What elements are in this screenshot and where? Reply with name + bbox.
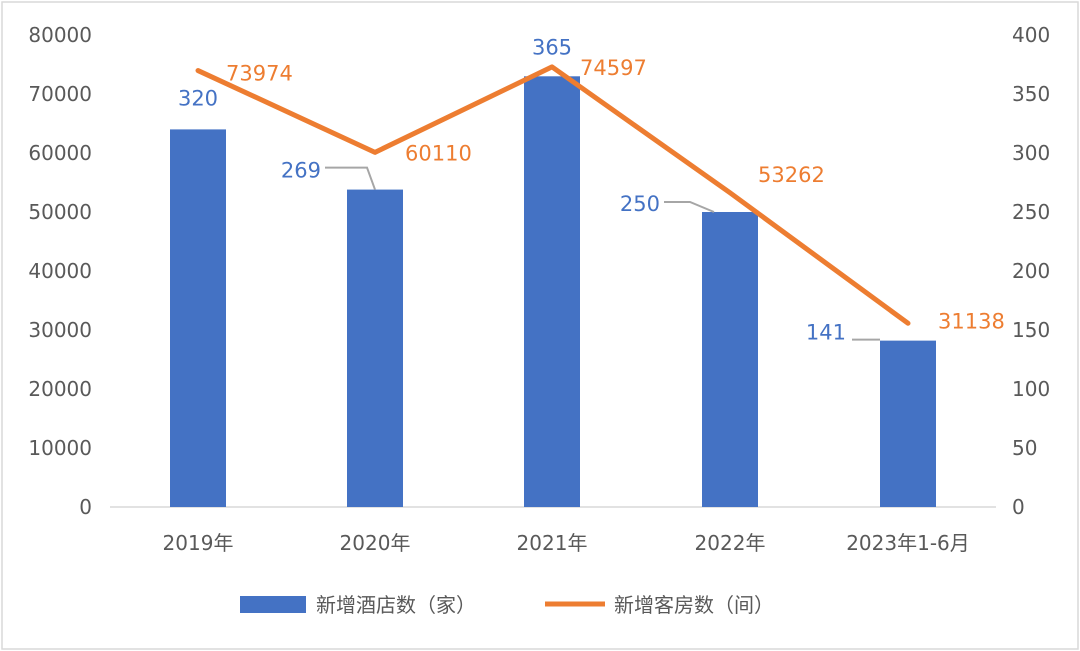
line-series	[195, 64, 911, 326]
bar-data-label-4: 250	[620, 192, 660, 216]
line-point-3	[550, 65, 554, 69]
line-data-label-5: 31138	[938, 309, 1005, 333]
bar-data-label-3: 365	[532, 35, 572, 59]
left-axis-tick-label: 80000	[28, 23, 92, 47]
leader-line-2	[325, 166, 376, 190]
line-point-5	[906, 321, 910, 325]
line-point-4	[728, 191, 732, 195]
category-labels: 2019年 2020年 2021年 2022年 2023年1-6月	[163, 531, 970, 555]
bar-data-label-2: 269	[281, 159, 321, 183]
right-axis-tick-label: 0	[1012, 495, 1025, 519]
bar-5	[880, 340, 936, 507]
bar-data-label-1: 320	[178, 86, 218, 110]
line-point-2	[373, 150, 377, 154]
line-point-1	[196, 69, 200, 73]
legend-bar-swatch	[240, 596, 306, 613]
x-category-label: 2021年	[517, 531, 588, 555]
legend-bar-label: 新增酒店数（家）	[316, 593, 476, 617]
right-axis-tick-label: 100	[1012, 377, 1050, 401]
left-axis-tick-label: 20000	[28, 377, 92, 401]
bar-4	[702, 212, 758, 507]
legend: 新增酒店数（家） 新增客房数（间）	[240, 593, 774, 617]
right-axis-tick-label: 150	[1012, 318, 1050, 342]
x-category-label: 2019年	[163, 531, 234, 555]
bar-data-labels: 320 269 365 250 141	[178, 35, 846, 344]
right-axis-ticks: 0 50 100 150 200 250 300 350 400	[1012, 23, 1050, 519]
line-data-label-1: 73974	[226, 62, 293, 86]
bar-data-label-5: 141	[806, 321, 846, 345]
line-data-labels: 73974 60110 74597 53262 31138	[226, 56, 1005, 333]
line-data-label-4: 53262	[758, 163, 825, 187]
right-axis-tick-label: 400	[1012, 23, 1050, 47]
left-axis-tick-label: 0	[79, 495, 92, 519]
left-axis-tick-label: 30000	[28, 318, 92, 342]
left-axis-tick-label: 70000	[28, 82, 92, 106]
left-axis-tick-label: 10000	[28, 436, 92, 460]
left-axis-tick-label: 50000	[28, 200, 92, 224]
legend-line-label: 新增客房数（间）	[614, 593, 774, 617]
left-axis-tick-label: 60000	[28, 141, 92, 165]
bar-2	[347, 189, 403, 507]
line-data-label-2: 60110	[405, 141, 472, 165]
x-category-label: 2022年	[695, 531, 766, 555]
right-axis-tick-label: 300	[1012, 141, 1050, 165]
right-axis-tick-label: 250	[1012, 200, 1050, 224]
bar-3	[524, 76, 580, 508]
x-category-label: 2023年1-6月	[846, 531, 970, 555]
left-axis-ticks: 0 10000 20000 30000 40000 50000 60000 70000 8000…	[28, 23, 92, 519]
x-category-label: 2020年	[340, 531, 411, 555]
right-axis-tick-label: 200	[1012, 259, 1050, 283]
leader-line-4	[664, 201, 715, 213]
bar-1	[170, 129, 226, 507]
right-axis-tick-label: 350	[1012, 82, 1050, 106]
bar-series	[170, 76, 936, 508]
right-axis-tick-label: 50	[1012, 436, 1037, 460]
left-axis-tick-label: 40000	[28, 259, 92, 283]
line-data-label-3: 74597	[580, 56, 647, 80]
leader-lines	[325, 166, 880, 341]
